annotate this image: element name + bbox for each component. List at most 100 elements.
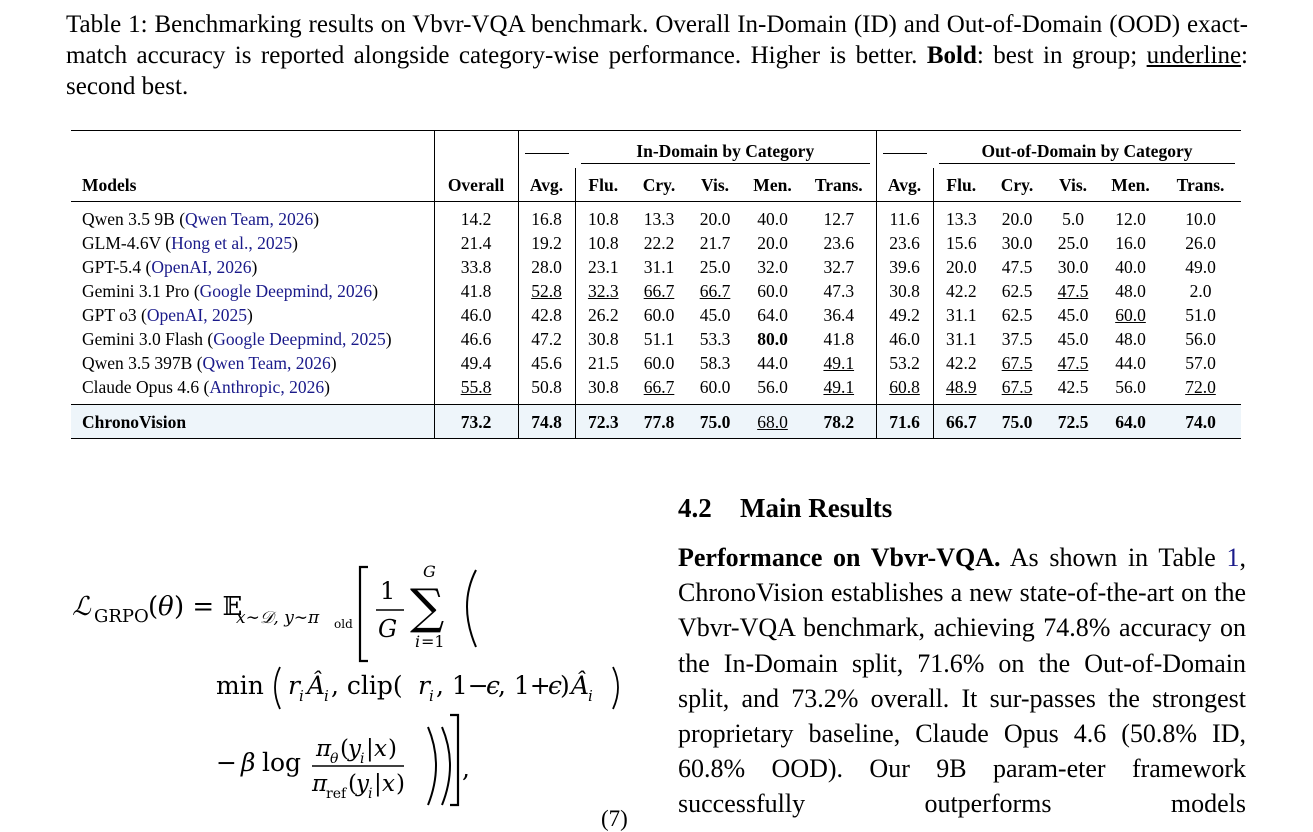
- section-heading: 4.2 Main Results: [678, 493, 892, 524]
- cell-value: 10.0: [1185, 209, 1216, 229]
- in-domain-group-header: In-Domain by Category: [575, 130, 876, 168]
- citation-link[interactable]: Google Deepmind, 2025: [213, 329, 386, 349]
- cell: 56.0: [1160, 327, 1241, 351]
- citation-link[interactable]: Hong et al., 2025: [171, 233, 293, 253]
- citation-link[interactable]: Qwen Team, 2026: [202, 353, 331, 373]
- cell-value: 20.0: [699, 209, 731, 229]
- cell-value: 67.5: [1001, 353, 1033, 373]
- table-reference-link[interactable]: 1: [1226, 543, 1240, 572]
- cell: 60.8: [875, 375, 933, 405]
- cell: 11.6: [875, 201, 933, 231]
- cell-value: 31.1: [643, 257, 675, 277]
- svg-text:∑: ∑: [410, 579, 444, 635]
- svg-text:−: −: [216, 748, 237, 777]
- cell-value: 60.8: [889, 377, 920, 397]
- cell: 55.8: [433, 375, 518, 405]
- cell-value: 21.4: [460, 233, 492, 253]
- section-number: 4.2: [678, 493, 712, 523]
- cell: 67.5: [989, 375, 1045, 405]
- cell-value: 12.7: [823, 209, 855, 229]
- cell: 12.7: [802, 202, 876, 232]
- cell: 67.5: [989, 351, 1045, 375]
- cell: 45.0: [1045, 327, 1101, 351]
- cell: 62.5: [989, 303, 1045, 327]
- svg-text:i: i: [299, 687, 304, 705]
- cell: 13.3: [932, 201, 989, 231]
- citation-link[interactable]: OpenAI, 2025: [146, 305, 247, 325]
- cell: 60.0: [743, 279, 802, 303]
- model-name-cell: GLM-4.6V (Hong et al., 2025): [82, 233, 298, 253]
- cell: 20.0: [743, 231, 802, 255]
- cell-value: 47.5: [1057, 353, 1089, 373]
- citation-link[interactable]: Anthropic, 2026: [209, 377, 325, 397]
- cell-value: 13.3: [643, 209, 675, 229]
- cell-value: 25.0: [699, 257, 731, 277]
- cell-value: 57.0: [1185, 353, 1216, 373]
- cell: 44.0: [1101, 351, 1160, 375]
- cell-value: 46.6: [460, 329, 492, 349]
- table-column-header-row: Models Overall Avg. Flu. Cry. Vis. Men. …: [71, 168, 1241, 202]
- cell: 66.7: [631, 375, 687, 405]
- cell: 66.7: [631, 279, 687, 303]
- model-name: Qwen 3.5 397B: [82, 353, 193, 373]
- cell-value: 56.0: [1185, 329, 1216, 349]
- cell-value: 51.0: [1185, 305, 1216, 325]
- cell-value: 45.6: [531, 353, 562, 373]
- cell-value: 33.8: [460, 257, 492, 277]
- cell-value: 64.0: [757, 305, 788, 325]
- cell: 32.7: [802, 255, 876, 279]
- cell: 25.0: [687, 255, 743, 279]
- model-name: Gemini 3.1 Pro: [82, 281, 190, 301]
- cell-value: 41.8: [823, 329, 855, 349]
- svg-text:1: 1: [380, 577, 395, 605]
- cell: 49.1: [802, 351, 876, 375]
- cell: 46.0: [433, 303, 518, 327]
- cell: 74.8: [517, 404, 575, 439]
- svg-text:=1: =1: [421, 632, 445, 651]
- svg-text:, clip(: , clip(: [331, 671, 403, 700]
- svg-text:i: i: [429, 687, 434, 705]
- svg-text:Â: Â: [305, 671, 325, 700]
- cell-value: 62.5: [1001, 305, 1033, 325]
- citation-link[interactable]: Google Deepmind, 2026: [199, 281, 373, 301]
- cell: 15.6: [932, 231, 989, 255]
- cell: 47.5: [1045, 279, 1101, 303]
- cell: 48.9: [932, 375, 989, 405]
- cell-value: 25.0: [1057, 233, 1089, 253]
- cell-value: 52.8: [531, 281, 562, 301]
- svg-text:i: i: [368, 786, 372, 802]
- cell: 66.7: [932, 404, 989, 439]
- cell-value: 66.7: [699, 281, 731, 301]
- cell: 53.2: [875, 351, 933, 375]
- table-body: Qwen 3.5 9B (Qwen Team, 2026) 14.2 16.8 10.…: [71, 201, 1241, 405]
- table-row: Qwen 3.5 397B (Qwen Team, 2026) 49.4 45.6 2…: [71, 351, 1241, 375]
- cell-value: 56.0: [1115, 377, 1146, 397]
- model-name: Qwen 3.5 9B: [82, 209, 175, 229]
- table-row: Gemini 3.0 Flash (Google Deepmind, 2025)…: [71, 327, 1241, 351]
- cell: 26.2: [574, 303, 631, 327]
- table-row: GPT-5.4 (OpenAI, 2026) 33.8 28.0 23.1 31.1 25…: [71, 255, 1241, 279]
- cell-value: 60.0: [643, 305, 675, 325]
- svg-text:i: i: [588, 687, 593, 705]
- cell: 44.0: [743, 351, 802, 375]
- in-domain-label: In-Domain by Category: [636, 141, 815, 161]
- model-name-cell: Claude Opus 4.6 (Anthropic, 2026): [82, 377, 330, 397]
- svg-text:G: G: [378, 615, 397, 643]
- col-header-models: Models: [71, 168, 434, 202]
- table-row: Claude Opus 4.6 (Anthropic, 2026) 55.8 50.…: [71, 375, 1241, 405]
- cell: 73.2: [433, 404, 518, 439]
- cell: 42.5: [1045, 375, 1101, 405]
- caption-bold-word: Bold: [926, 42, 977, 69]
- svg-text:(: (: [148, 592, 158, 622]
- cell: 45.0: [1045, 303, 1101, 327]
- citation-link[interactable]: Qwen Team, 2026: [185, 209, 314, 229]
- citation-link[interactable]: OpenAI, 2026: [151, 257, 252, 277]
- col-header-ood-vis: Vis.: [1045, 168, 1101, 202]
- svg-text:i: i: [360, 751, 364, 767]
- cell-value: 37.5: [1001, 329, 1033, 349]
- cell-value: 5.0: [1062, 209, 1084, 229]
- col-header-id-trans: Trans.: [802, 168, 876, 202]
- cell: 72.0: [1160, 375, 1241, 405]
- cell: 53.3: [687, 327, 743, 351]
- cell-value: 53.2: [889, 353, 920, 373]
